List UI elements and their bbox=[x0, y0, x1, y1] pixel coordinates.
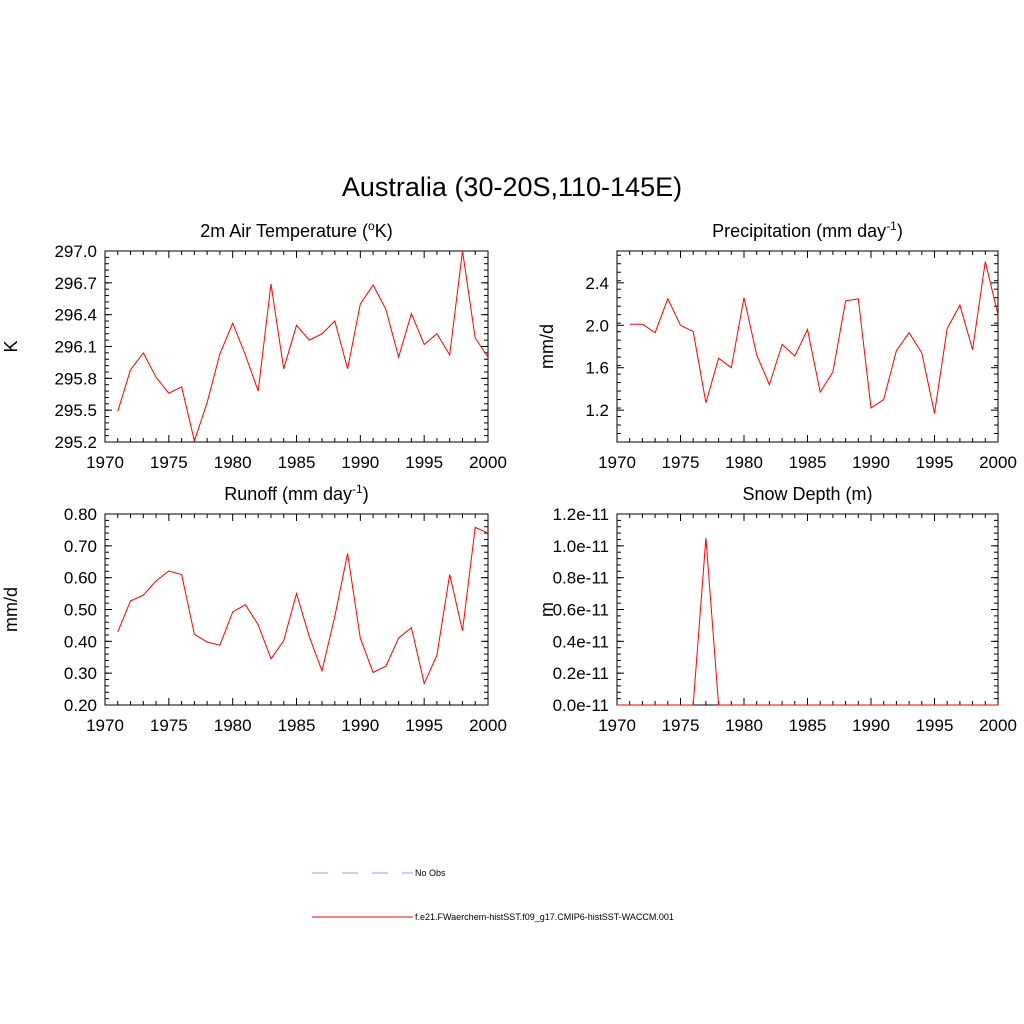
y-tick-label: 0.8e-11 bbox=[553, 569, 609, 588]
panel-title-superscript: o bbox=[368, 219, 375, 233]
y-tick-label: 1.6 bbox=[585, 359, 609, 378]
panel-snow-depth: Snow Depth (m) 1970 1975 1980 1985 1990 1995 20… bbox=[537, 484, 1017, 735]
x-tick-label: 1990 bbox=[852, 716, 890, 735]
y-tick-label: 0.80 bbox=[64, 505, 97, 524]
x-tick-label: 1990 bbox=[852, 453, 890, 472]
panels: 2m Air Temperature (oK)1970 1975 1980 1985 1… bbox=[1, 219, 1017, 735]
y-tick-label: 1.0e-11 bbox=[553, 537, 609, 556]
x-tick-label: 1990 bbox=[341, 716, 379, 735]
x-tick-label: 1980 bbox=[725, 716, 763, 735]
y-tick-label: 295.5 bbox=[54, 401, 97, 420]
y-tick-label: 296.4 bbox=[54, 306, 97, 325]
panel-title-suffix: ) bbox=[897, 221, 903, 241]
x-tick-label: 1980 bbox=[725, 453, 763, 472]
y-tick-label: 0.30 bbox=[64, 664, 97, 683]
main-title: Australia (30-20S,110-145E) bbox=[342, 172, 682, 202]
x-tick-label: 1985 bbox=[789, 453, 827, 472]
legend-label-no-obs: No Obs bbox=[415, 868, 446, 878]
x-tick-label: 1975 bbox=[150, 453, 188, 472]
x-tick-label: 1970 bbox=[86, 716, 124, 735]
x-tick-label: 1990 bbox=[341, 453, 379, 472]
x-tick-label: 2000 bbox=[979, 453, 1017, 472]
series-line-snow-depth bbox=[617, 537, 998, 706]
panel-precipitation: Precipitation (mm day-1) 1970 1975 1980 1985… bbox=[537, 219, 1017, 472]
y-axis-label: K bbox=[1, 340, 21, 352]
panel-title-text: Runoff (mm day bbox=[224, 484, 352, 504]
y-tick-label: 2.0 bbox=[585, 316, 609, 335]
x-tick-label: 1975 bbox=[662, 453, 700, 472]
panel-title-snow-depth: Snow Depth (m) bbox=[742, 484, 872, 504]
legend: No Obs f.e21.FWaerchem-histSST.f09_g17.C… bbox=[312, 868, 674, 922]
legend-label-model: f.e21.FWaerchem-histSST.f09_g17.CMIP6-hi… bbox=[415, 912, 674, 922]
y-tick-label: 0.70 bbox=[64, 537, 97, 556]
x-tick-label: 2000 bbox=[469, 453, 507, 472]
y-tick-label: 1.2 bbox=[585, 401, 609, 420]
y-tick-label: 0.0e-11 bbox=[553, 696, 609, 715]
panel-title-temperature: 2m Air Temperature (oK) bbox=[200, 219, 392, 241]
panel-temperature: 2m Air Temperature (oK) 1970 1975 1980 1985 1… bbox=[1, 219, 507, 472]
y-tick-label: 1.2e-11 bbox=[553, 505, 609, 524]
y-tick-label: 297.0 bbox=[54, 242, 97, 261]
panel-title-text: 2m Air Temperature ( bbox=[200, 221, 368, 241]
panel-title-suffix: ) bbox=[363, 484, 369, 504]
y-axis-label: m bbox=[537, 602, 557, 617]
series-line-runoff bbox=[117, 526, 489, 685]
series-line-precipitation bbox=[629, 261, 999, 414]
y-tick-label: 0.6e-11 bbox=[553, 601, 609, 620]
panel-title-superscript: -1 bbox=[886, 219, 897, 233]
x-tick-label: 1975 bbox=[150, 716, 188, 735]
x-tick-label: 1985 bbox=[278, 453, 316, 472]
x-tick-label: 1985 bbox=[789, 716, 827, 735]
x-tick-label: 2000 bbox=[979, 716, 1017, 735]
panel-title-text: Snow Depth (m) bbox=[742, 484, 872, 504]
y-tick-label: 0.4e-11 bbox=[553, 632, 609, 651]
panel-title-precipitation: Precipitation (mm day-1) bbox=[712, 219, 903, 241]
y-axis-label: mm/d bbox=[537, 324, 557, 369]
x-tick-label: 1985 bbox=[278, 716, 316, 735]
y-tick-label: 296.7 bbox=[54, 274, 97, 293]
y-tick-label: 0.60 bbox=[64, 569, 97, 588]
x-tick-label: 1970 bbox=[598, 716, 636, 735]
y-tick-label: 2.4 bbox=[585, 274, 609, 293]
x-tick-label: 1970 bbox=[86, 453, 124, 472]
y-tick-label: 0.2e-11 bbox=[553, 664, 609, 683]
x-tick-label: 1970 bbox=[598, 453, 636, 472]
panel-title-text: Precipitation (mm day bbox=[712, 221, 886, 241]
y-tick-label: 0.40 bbox=[64, 632, 97, 651]
y-tick-label: 0.50 bbox=[64, 601, 97, 620]
panel-title-superscript: -1 bbox=[352, 482, 363, 496]
x-tick-label: 2000 bbox=[469, 716, 507, 735]
x-tick-label: 1975 bbox=[662, 716, 700, 735]
y-tick-label: 295.2 bbox=[54, 433, 97, 452]
x-tick-label: 1995 bbox=[916, 453, 954, 472]
x-tick-label: 1995 bbox=[916, 716, 954, 735]
y-tick-label: 296.1 bbox=[54, 338, 97, 357]
x-tick-label: 1995 bbox=[405, 453, 443, 472]
y-axis-label: mm/d bbox=[1, 587, 21, 632]
x-tick-label: 1995 bbox=[405, 716, 443, 735]
panel-runoff: Runoff (mm day-1) 1970 1975 1980 1985 1990 199… bbox=[1, 482, 507, 735]
x-tick-label: 1980 bbox=[214, 453, 252, 472]
series-line-temperature bbox=[117, 250, 489, 443]
y-tick-label: 0.20 bbox=[64, 696, 97, 715]
panel-title-runoff: Runoff (mm day-1) bbox=[224, 482, 368, 504]
x-tick-label: 1980 bbox=[214, 716, 252, 735]
y-tick-label: 295.8 bbox=[54, 369, 97, 388]
panel-title-suffix: K) bbox=[375, 221, 393, 241]
